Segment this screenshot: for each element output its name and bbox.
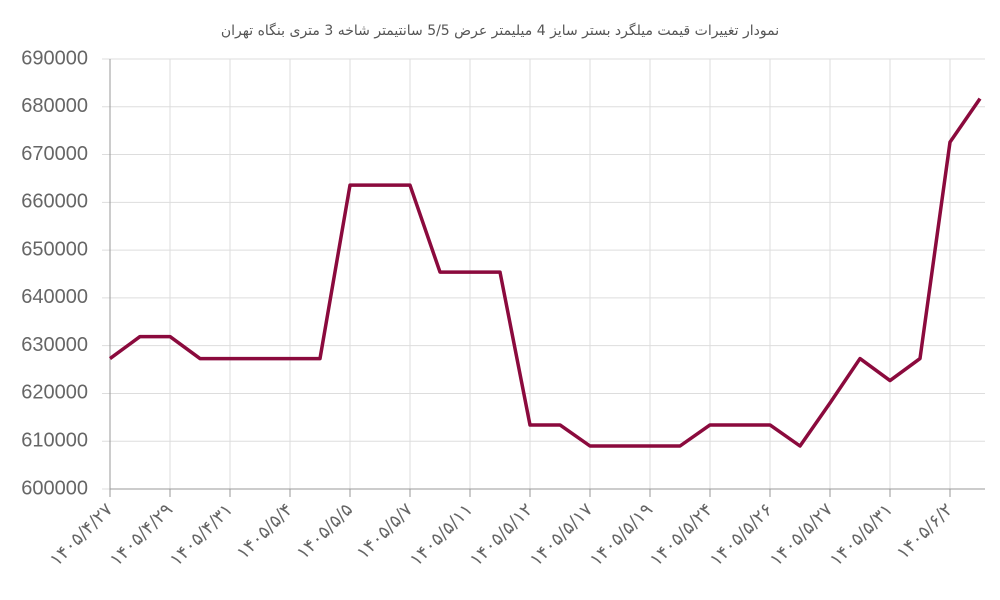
x-tick-label: ۱۴۰۵/۴/۲۹ — [106, 499, 177, 570]
y-tick-label: 610000 — [21, 430, 88, 452]
y-tick-label: 660000 — [21, 191, 88, 213]
y-tick-label: 670000 — [21, 143, 88, 165]
chart-title: نمودار تغییرات قیمت میلگرد بستر سایز 4 م… — [221, 22, 779, 39]
x-tick-label: ۱۴۰۵/۵/۲۷ — [766, 499, 838, 571]
x-tick-label: ۱۴۰۵/۵/۱۱ — [406, 499, 477, 570]
x-tick-label: ۱۴۰۵/۵/۴ — [233, 499, 297, 563]
y-tick-label: 600000 — [21, 477, 88, 499]
x-tick-label: ۱۴۰۵/۴/۳۱ — [166, 499, 237, 570]
x-tick-label: ۱۴۰۵/۵/۲۶ — [706, 499, 777, 570]
x-tick-label: ۱۴۰۵/۵/۱۷ — [526, 499, 598, 571]
y-tick-label: 620000 — [21, 382, 88, 404]
x-tick-label: ۱۴۰۵/۵/۱۲ — [466, 499, 537, 570]
y-tick-label: 680000 — [21, 95, 88, 117]
x-tick-label: ۱۴۰۵/۵/۱۹ — [586, 499, 657, 570]
x-tick-label: ۱۴۰۵/۵/۳۱ — [826, 499, 897, 570]
x-tick-label: ۱۴۰۵/۵/۲۴ — [646, 499, 717, 570]
x-tick-label: ۱۴۰۵/۴/۲۷ — [46, 499, 118, 571]
line — [108, 97, 982, 448]
y-tick-label: 630000 — [21, 334, 88, 356]
x-tick-label: ۱۴۰۵/۵/۵ — [293, 499, 357, 563]
y-tick-label: 640000 — [21, 286, 88, 308]
y-tick-label: 650000 — [21, 238, 88, 260]
y-tick-label: 690000 — [21, 47, 88, 69]
x-tick-label: ۱۴۰۵/۶/۲ — [893, 499, 957, 563]
